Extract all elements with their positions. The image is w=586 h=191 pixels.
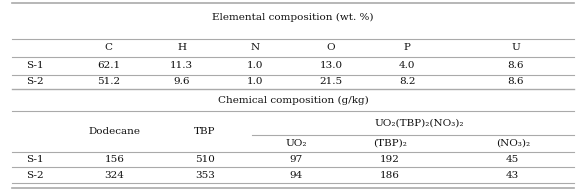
Text: 45: 45 [506, 155, 519, 164]
Text: 8.2: 8.2 [399, 78, 415, 87]
Text: 353: 353 [195, 172, 215, 180]
Text: H: H [177, 44, 186, 53]
Text: 1.0: 1.0 [247, 78, 263, 87]
Text: 94: 94 [289, 172, 302, 180]
Text: Dodecane: Dodecane [88, 127, 140, 136]
Text: S-1: S-1 [26, 62, 44, 70]
Text: (NO₃)₂: (NO₃)₂ [496, 139, 530, 148]
Text: S-2: S-2 [26, 78, 44, 87]
Text: 156: 156 [104, 155, 124, 164]
Text: 186: 186 [380, 172, 400, 180]
Text: C: C [104, 44, 113, 53]
Text: S-2: S-2 [26, 172, 44, 180]
Text: 13.0: 13.0 [319, 62, 343, 70]
Text: 510: 510 [195, 155, 215, 164]
Text: 192: 192 [380, 155, 400, 164]
Text: 4.0: 4.0 [399, 62, 415, 70]
Text: UO₂: UO₂ [285, 139, 306, 148]
Text: 1.0: 1.0 [247, 62, 263, 70]
Text: 51.2: 51.2 [97, 78, 120, 87]
Text: Elemental composition (wt. %): Elemental composition (wt. %) [212, 12, 374, 22]
Text: 21.5: 21.5 [319, 78, 343, 87]
Text: TBP: TBP [195, 127, 216, 136]
Text: UO₂(TBP)₂(NO₃)₂: UO₂(TBP)₂(NO₃)₂ [374, 118, 464, 128]
Text: P: P [404, 44, 411, 53]
Text: 43: 43 [506, 172, 519, 180]
Text: S-1: S-1 [26, 155, 44, 164]
Text: 8.6: 8.6 [507, 62, 524, 70]
Text: 8.6: 8.6 [507, 78, 524, 87]
Text: 62.1: 62.1 [97, 62, 120, 70]
Text: (TBP)₂: (TBP)₂ [373, 139, 407, 148]
Text: O: O [327, 44, 335, 53]
Text: 324: 324 [104, 172, 124, 180]
Text: N: N [250, 44, 260, 53]
Text: 97: 97 [289, 155, 302, 164]
Text: Chemical composition (g/kg): Chemical composition (g/kg) [217, 96, 369, 104]
Text: U: U [512, 44, 520, 53]
Text: 11.3: 11.3 [170, 62, 193, 70]
Text: 9.6: 9.6 [173, 78, 190, 87]
